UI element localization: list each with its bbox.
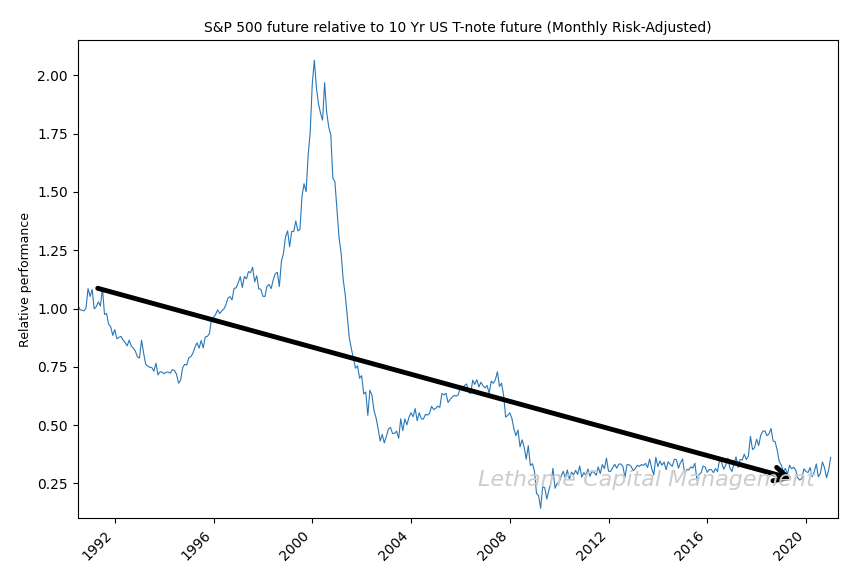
Y-axis label: Relative performance: Relative performance: [19, 212, 32, 347]
Text: Lethame Capital Management: Lethame Capital Management: [479, 469, 816, 490]
Title: S&P 500 future relative to 10 Yr US T-note future (Monthly Risk-Adjusted): S&P 500 future relative to 10 Yr US T-no…: [204, 21, 712, 35]
